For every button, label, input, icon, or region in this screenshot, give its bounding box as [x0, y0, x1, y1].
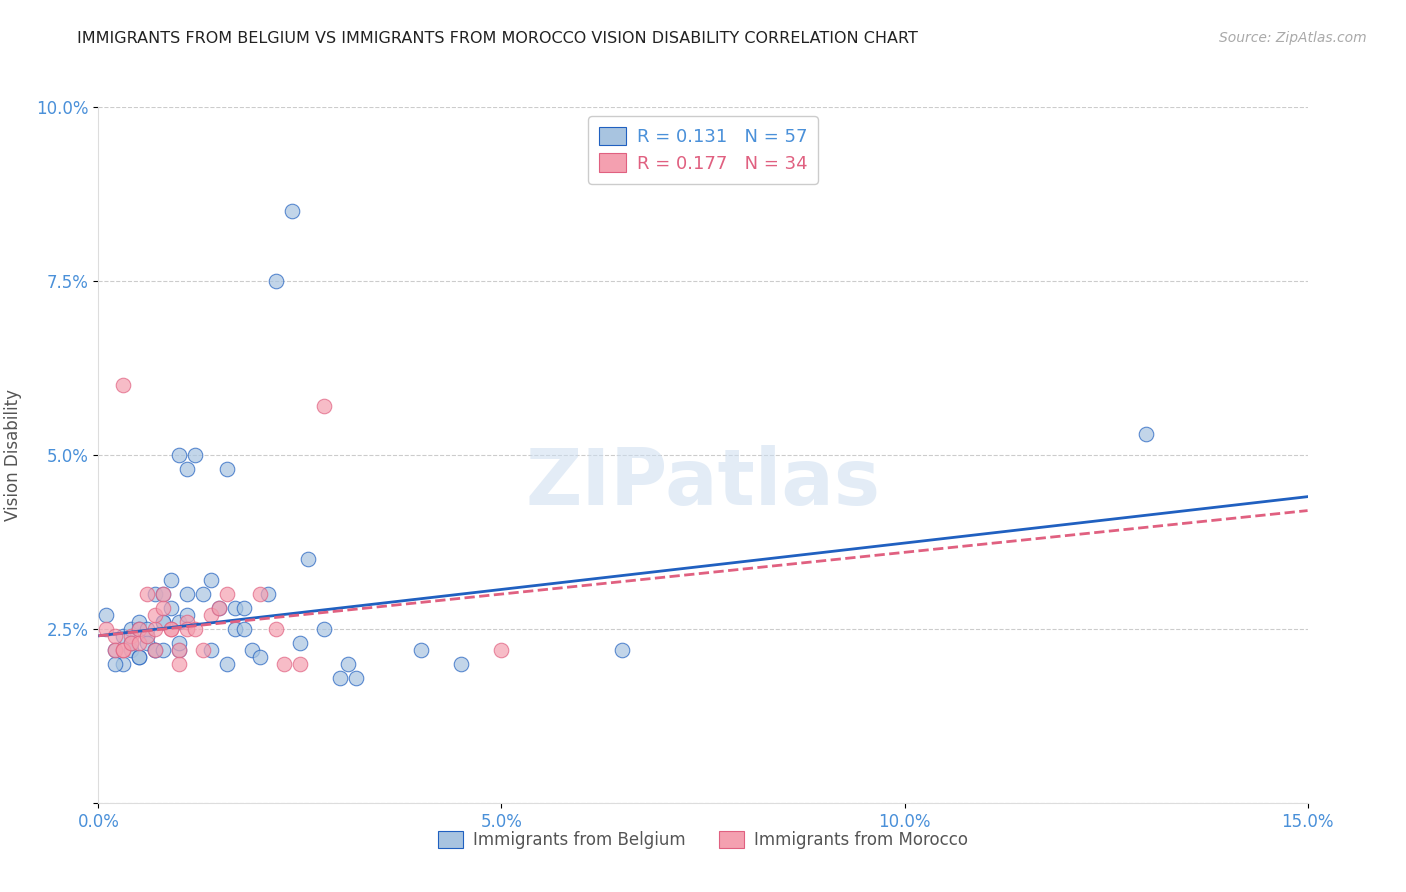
Point [128, 615, 150, 629]
Point [152, 587, 174, 601]
Point [1135, 427, 1157, 442]
Point [288, 657, 311, 671]
Point [409, 642, 432, 657]
Point [167, 642, 190, 657]
Point [160, 601, 183, 615]
Point [111, 378, 134, 392]
Point [120, 636, 142, 650]
Point [111, 629, 134, 643]
Point [120, 642, 142, 657]
Point [176, 615, 198, 629]
Point [224, 622, 246, 636]
Point [184, 448, 207, 462]
Point [193, 642, 215, 657]
Point [344, 671, 367, 685]
Text: ZIPatlas: ZIPatlas [526, 445, 880, 521]
Point [103, 629, 125, 643]
Y-axis label: Vision Disability: Vision Disability [4, 389, 22, 521]
Point [176, 622, 198, 636]
Point [152, 601, 174, 615]
Point [208, 601, 231, 615]
Point [135, 636, 157, 650]
Point [152, 615, 174, 629]
Point [200, 607, 222, 622]
Text: Source: ZipAtlas.com: Source: ZipAtlas.com [1219, 31, 1367, 45]
Point [160, 622, 183, 636]
Point [120, 636, 142, 650]
Point [329, 671, 352, 685]
Point [128, 649, 150, 664]
Point [128, 622, 150, 636]
Point [143, 642, 166, 657]
Point [232, 622, 254, 636]
Point [224, 601, 246, 615]
Point [450, 657, 472, 671]
Legend: Immigrants from Belgium, Immigrants from Morocco: Immigrants from Belgium, Immigrants from… [430, 822, 976, 857]
Point [249, 587, 271, 601]
Point [249, 649, 271, 664]
Point [273, 657, 295, 671]
Point [314, 399, 336, 413]
Point [120, 622, 142, 636]
Point [143, 587, 166, 601]
Point [167, 615, 190, 629]
Point [217, 657, 239, 671]
Point [491, 642, 513, 657]
Point [217, 462, 239, 476]
Point [167, 657, 190, 671]
Point [337, 657, 360, 671]
Point [240, 642, 263, 657]
Point [135, 587, 157, 601]
Point [143, 642, 166, 657]
Point [256, 587, 278, 601]
Point [103, 657, 125, 671]
Point [217, 587, 239, 601]
Point [111, 642, 134, 657]
Point [200, 642, 222, 657]
Point [128, 622, 150, 636]
Point [176, 462, 198, 476]
Point [96, 607, 118, 622]
Point [111, 657, 134, 671]
Text: IMMIGRANTS FROM BELGIUM VS IMMIGRANTS FROM MOROCCO VISION DISABILITY CORRELATION: IMMIGRANTS FROM BELGIUM VS IMMIGRANTS FR… [77, 31, 918, 46]
Point [167, 636, 190, 650]
Point [135, 622, 157, 636]
Point [288, 636, 311, 650]
Point [160, 573, 183, 587]
Point [143, 642, 166, 657]
Point [281, 204, 304, 219]
Point [103, 642, 125, 657]
Point [264, 622, 287, 636]
Point [167, 642, 190, 657]
Point [111, 642, 134, 657]
Point [232, 601, 254, 615]
Point [160, 622, 183, 636]
Point [152, 587, 174, 601]
Point [297, 552, 319, 566]
Point [612, 642, 634, 657]
Point [120, 629, 142, 643]
Point [128, 649, 150, 664]
Point [103, 642, 125, 657]
Point [143, 607, 166, 622]
Point [176, 587, 198, 601]
Point [135, 629, 157, 643]
Point [184, 622, 207, 636]
Point [152, 615, 174, 629]
Point [208, 601, 231, 615]
Point [314, 622, 336, 636]
Point [96, 622, 118, 636]
Point [167, 448, 190, 462]
Point [264, 274, 287, 288]
Point [135, 629, 157, 643]
Point [176, 607, 198, 622]
Point [200, 573, 222, 587]
Point [143, 622, 166, 636]
Point [128, 636, 150, 650]
Point [152, 642, 174, 657]
Point [193, 587, 215, 601]
